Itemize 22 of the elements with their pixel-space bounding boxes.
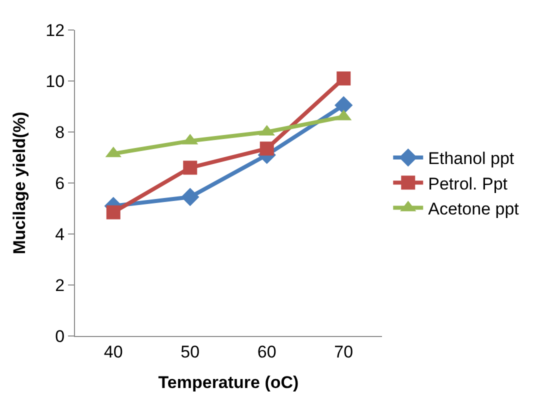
point bbox=[106, 205, 120, 220]
legend-label: Ethanol ppt bbox=[428, 149, 514, 168]
y-tick-label: 2 bbox=[55, 276, 65, 295]
x-tick-label: 50 bbox=[180, 342, 200, 362]
y-tick-label: 4 bbox=[55, 224, 65, 244]
y-tick-label: 8 bbox=[55, 122, 65, 142]
y-tick-label: 12 bbox=[46, 20, 65, 40]
y-tick-label: 10 bbox=[46, 72, 65, 91]
x-tick-label: 40 bbox=[104, 342, 123, 362]
x-tick-label: 60 bbox=[257, 342, 276, 362]
point bbox=[260, 142, 274, 156]
point bbox=[336, 71, 351, 86]
legend-label: Petrol. Ppt bbox=[428, 174, 508, 194]
y-tick-label: 0 bbox=[55, 326, 65, 346]
legend-label: Acetone ppt bbox=[428, 199, 520, 218]
point bbox=[183, 160, 198, 175]
x-tick-label: 70 bbox=[334, 342, 354, 362]
y-tick-label: 6 bbox=[55, 174, 65, 193]
x-axis-title: Temperature (oC) bbox=[158, 372, 299, 392]
y-axis-title: Mucilage yield(%) bbox=[10, 112, 30, 254]
point bbox=[334, 96, 353, 114]
point bbox=[181, 188, 200, 206]
